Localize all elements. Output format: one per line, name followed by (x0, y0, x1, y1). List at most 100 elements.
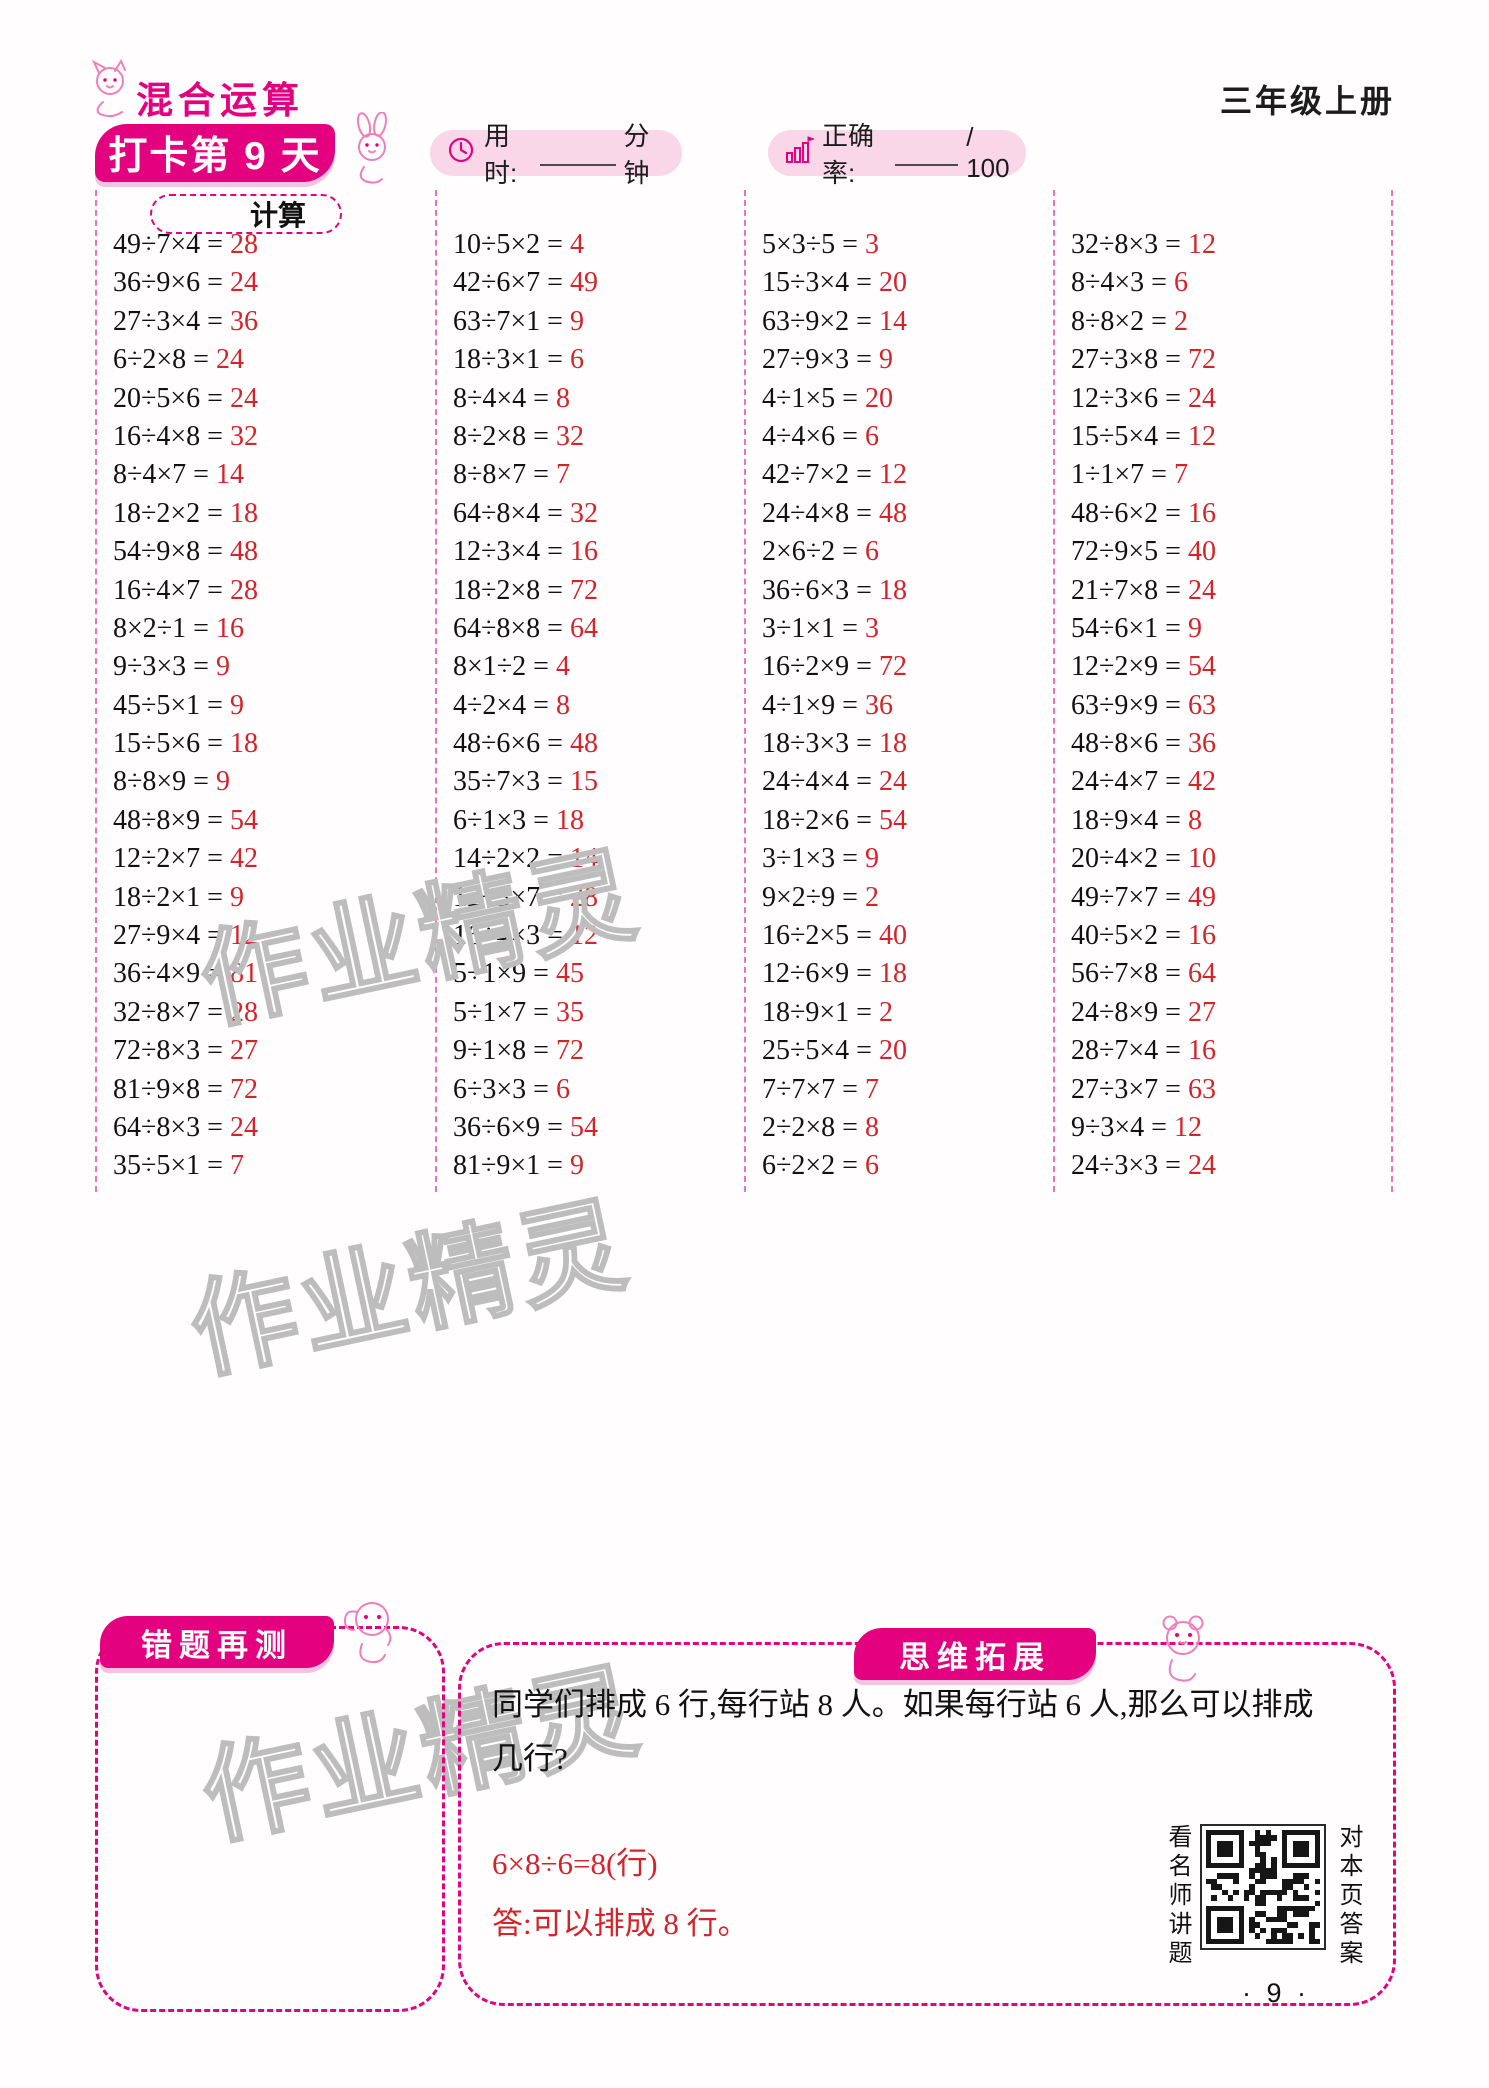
problem-row: 14÷2×2 = 14 (453, 840, 744, 878)
problem-expression: 8÷8×2 = (1071, 305, 1174, 337)
problem-expression: 15÷5×6 = (113, 728, 230, 760)
problem-expression: 4÷2×4 = (453, 689, 556, 721)
problem-answer: 45 (555, 958, 584, 990)
problem-row: 18÷2×6 = 54 (762, 802, 1053, 840)
problem-expression: 48÷6×2 = (1071, 497, 1188, 529)
day-banner: 打卡第 9 天 (95, 124, 335, 182)
problem-answer: 27 (229, 1035, 258, 1067)
problem-row: 18÷9×4 = 8 (1071, 802, 1391, 840)
problem-row: 2×6÷2 = 6 (762, 533, 1053, 571)
problem-answer: 20 (864, 382, 893, 414)
problem-expression: 12÷3×7 = (453, 881, 570, 913)
problem-expression: 63÷9×9 = (1071, 689, 1188, 721)
problem-answer: 18 (878, 574, 907, 606)
problem-answer: 7 (864, 1073, 879, 1105)
problem-answer: 9 (569, 1150, 584, 1182)
problem-row: 8×2÷1 = 16 (113, 610, 435, 648)
qr-panel: 看名师讲题 对本页答案 (1158, 1822, 1368, 1971)
problem-answer: 42 (229, 843, 258, 875)
problem-row: 6÷2×2 = 6 (762, 1147, 1053, 1185)
problem-expression: 5×3÷5 = (762, 229, 865, 260)
problem-expression: 8÷2×8 = (453, 420, 556, 452)
problem-answer: 7 (229, 1150, 244, 1182)
wrong-retest-box (95, 1626, 445, 2012)
problem-expression: 8÷4×4 = (453, 382, 556, 414)
problem-row: 32÷8×7 = 28 (113, 994, 435, 1032)
calc-column-2: 10÷5×2 = 4 42÷6×7 = 49 63÷7×1 = 9 18÷3×1 = … (435, 190, 744, 1192)
problem-expression: 20÷5×6 = (113, 382, 230, 414)
problem-row: 12÷2×7 = 42 (113, 840, 435, 878)
problem-answer: 8 (864, 1111, 879, 1143)
problem-answer: 28 (229, 229, 258, 260)
problem-expression: 4÷4×6 = (762, 420, 865, 452)
problem-row: 3÷1×3 = 9 (762, 840, 1053, 878)
problem-expression: 4÷1×9 = (762, 689, 865, 721)
problem-row: 18÷2×1 = 9 (113, 879, 435, 917)
problem-answer: 32 (555, 420, 584, 452)
problem-answer: 40 (1187, 536, 1216, 568)
problem-answer: 24 (229, 267, 258, 299)
problem-answer: 35 (555, 996, 584, 1028)
problem-answer: 72 (1187, 344, 1216, 376)
grade-label: 三年级上册 (1219, 83, 1395, 119)
problem-answer: 15 (569, 766, 598, 798)
problem-row: 9÷1×8 = 72 (453, 1032, 744, 1070)
problem-expression: 64÷8×3 = (113, 1111, 230, 1143)
problem-row: 27÷9×3 = 9 (762, 341, 1053, 379)
problem-answer: 9 (864, 843, 879, 875)
problem-expression: 8×2÷1 = (113, 612, 216, 644)
word-problem-text: 同学们排成 6 行,每行站 8 人。如果每行站 6 人,那么可以排成 几行? (492, 1687, 1314, 1776)
problem-row: 54÷9×8 = 48 (113, 533, 435, 571)
problem-row: 8÷4×3 = 6 (1071, 264, 1391, 302)
problem-expression: 12÷3×4 = (453, 536, 570, 568)
page-number: · 9 · (1242, 1978, 1311, 2008)
problem-row: 36÷6×9 = 54 (453, 1109, 744, 1147)
problem-answer: 72 (569, 574, 598, 606)
problem-expression: 27÷3×7 = (1071, 1073, 1188, 1105)
problem-answer: 12 (569, 920, 598, 952)
problem-expression: 16÷4×3 = (453, 920, 570, 952)
problem-answer: 54 (1187, 651, 1216, 683)
problem-answer: 18 (878, 728, 907, 760)
problem-answer: 24 (229, 1111, 258, 1143)
problem-answer: 6 (1173, 267, 1188, 299)
problem-row: 64÷8×8 = 64 (453, 610, 744, 648)
problem-expression: 24÷4×4 = (762, 766, 879, 798)
problem-row: 18÷2×2 = 18 (113, 495, 435, 533)
qr-right-label: 对本页答案 (1335, 1824, 1362, 1969)
problem-answer: 3 (864, 229, 879, 260)
accuracy-blank (894, 140, 959, 166)
problem-answer: 7 (555, 459, 570, 491)
problem-expression: 18÷2×1 = (113, 881, 230, 913)
problem-row: 8÷8×2 = 2 (1071, 303, 1391, 341)
problem-row: 36÷9×6 = 24 (113, 264, 435, 302)
problem-expression: 36÷4×9 = (113, 958, 230, 990)
problem-row: 16÷4×3 = 12 (453, 917, 744, 955)
problem-answer: 24 (1187, 574, 1216, 606)
problem-expression: 27÷3×4 = (113, 305, 230, 337)
problem-row: 7÷7×7 = 7 (762, 1071, 1053, 1109)
problem-answer: 20 (878, 267, 907, 299)
problem-answer: 9 (229, 881, 244, 913)
problem-row: 12÷3×4 = 16 (453, 533, 744, 571)
problem-answer: 24 (1187, 1150, 1216, 1182)
problem-row: 20÷5×6 = 24 (113, 380, 435, 418)
problem-row: 48÷6×6 = 48 (453, 725, 744, 763)
problem-expression: 5÷1×7 = (453, 996, 556, 1028)
problem-answer: 8 (1187, 804, 1202, 836)
problem-row: 16÷2×5 = 40 (762, 917, 1053, 955)
problem-row: 18÷9×1 = 2 (762, 994, 1053, 1032)
problem-expression: 15÷3×4 = (762, 267, 879, 299)
problem-row: 54÷6×1 = 9 (1071, 610, 1391, 648)
problem-row: 21÷7×8 = 24 (1071, 572, 1391, 610)
problem-row: 49÷7×7 = 49 (1071, 879, 1391, 917)
problem-expression: 27÷9×3 = (762, 344, 879, 376)
problem-answer: 36 (864, 689, 893, 721)
problem-expression: 36÷9×6 = (113, 267, 230, 299)
problem-expression: 48÷8×9 = (113, 804, 230, 836)
accuracy-label: 正确率: (822, 121, 875, 188)
problem-expression: 45÷5×1 = (113, 689, 230, 721)
problem-expression: 8÷8×9 = (113, 766, 216, 798)
problem-expression: 32÷8×3 = (1071, 229, 1188, 260)
problem-expression: 24÷4×8 = (762, 497, 879, 529)
